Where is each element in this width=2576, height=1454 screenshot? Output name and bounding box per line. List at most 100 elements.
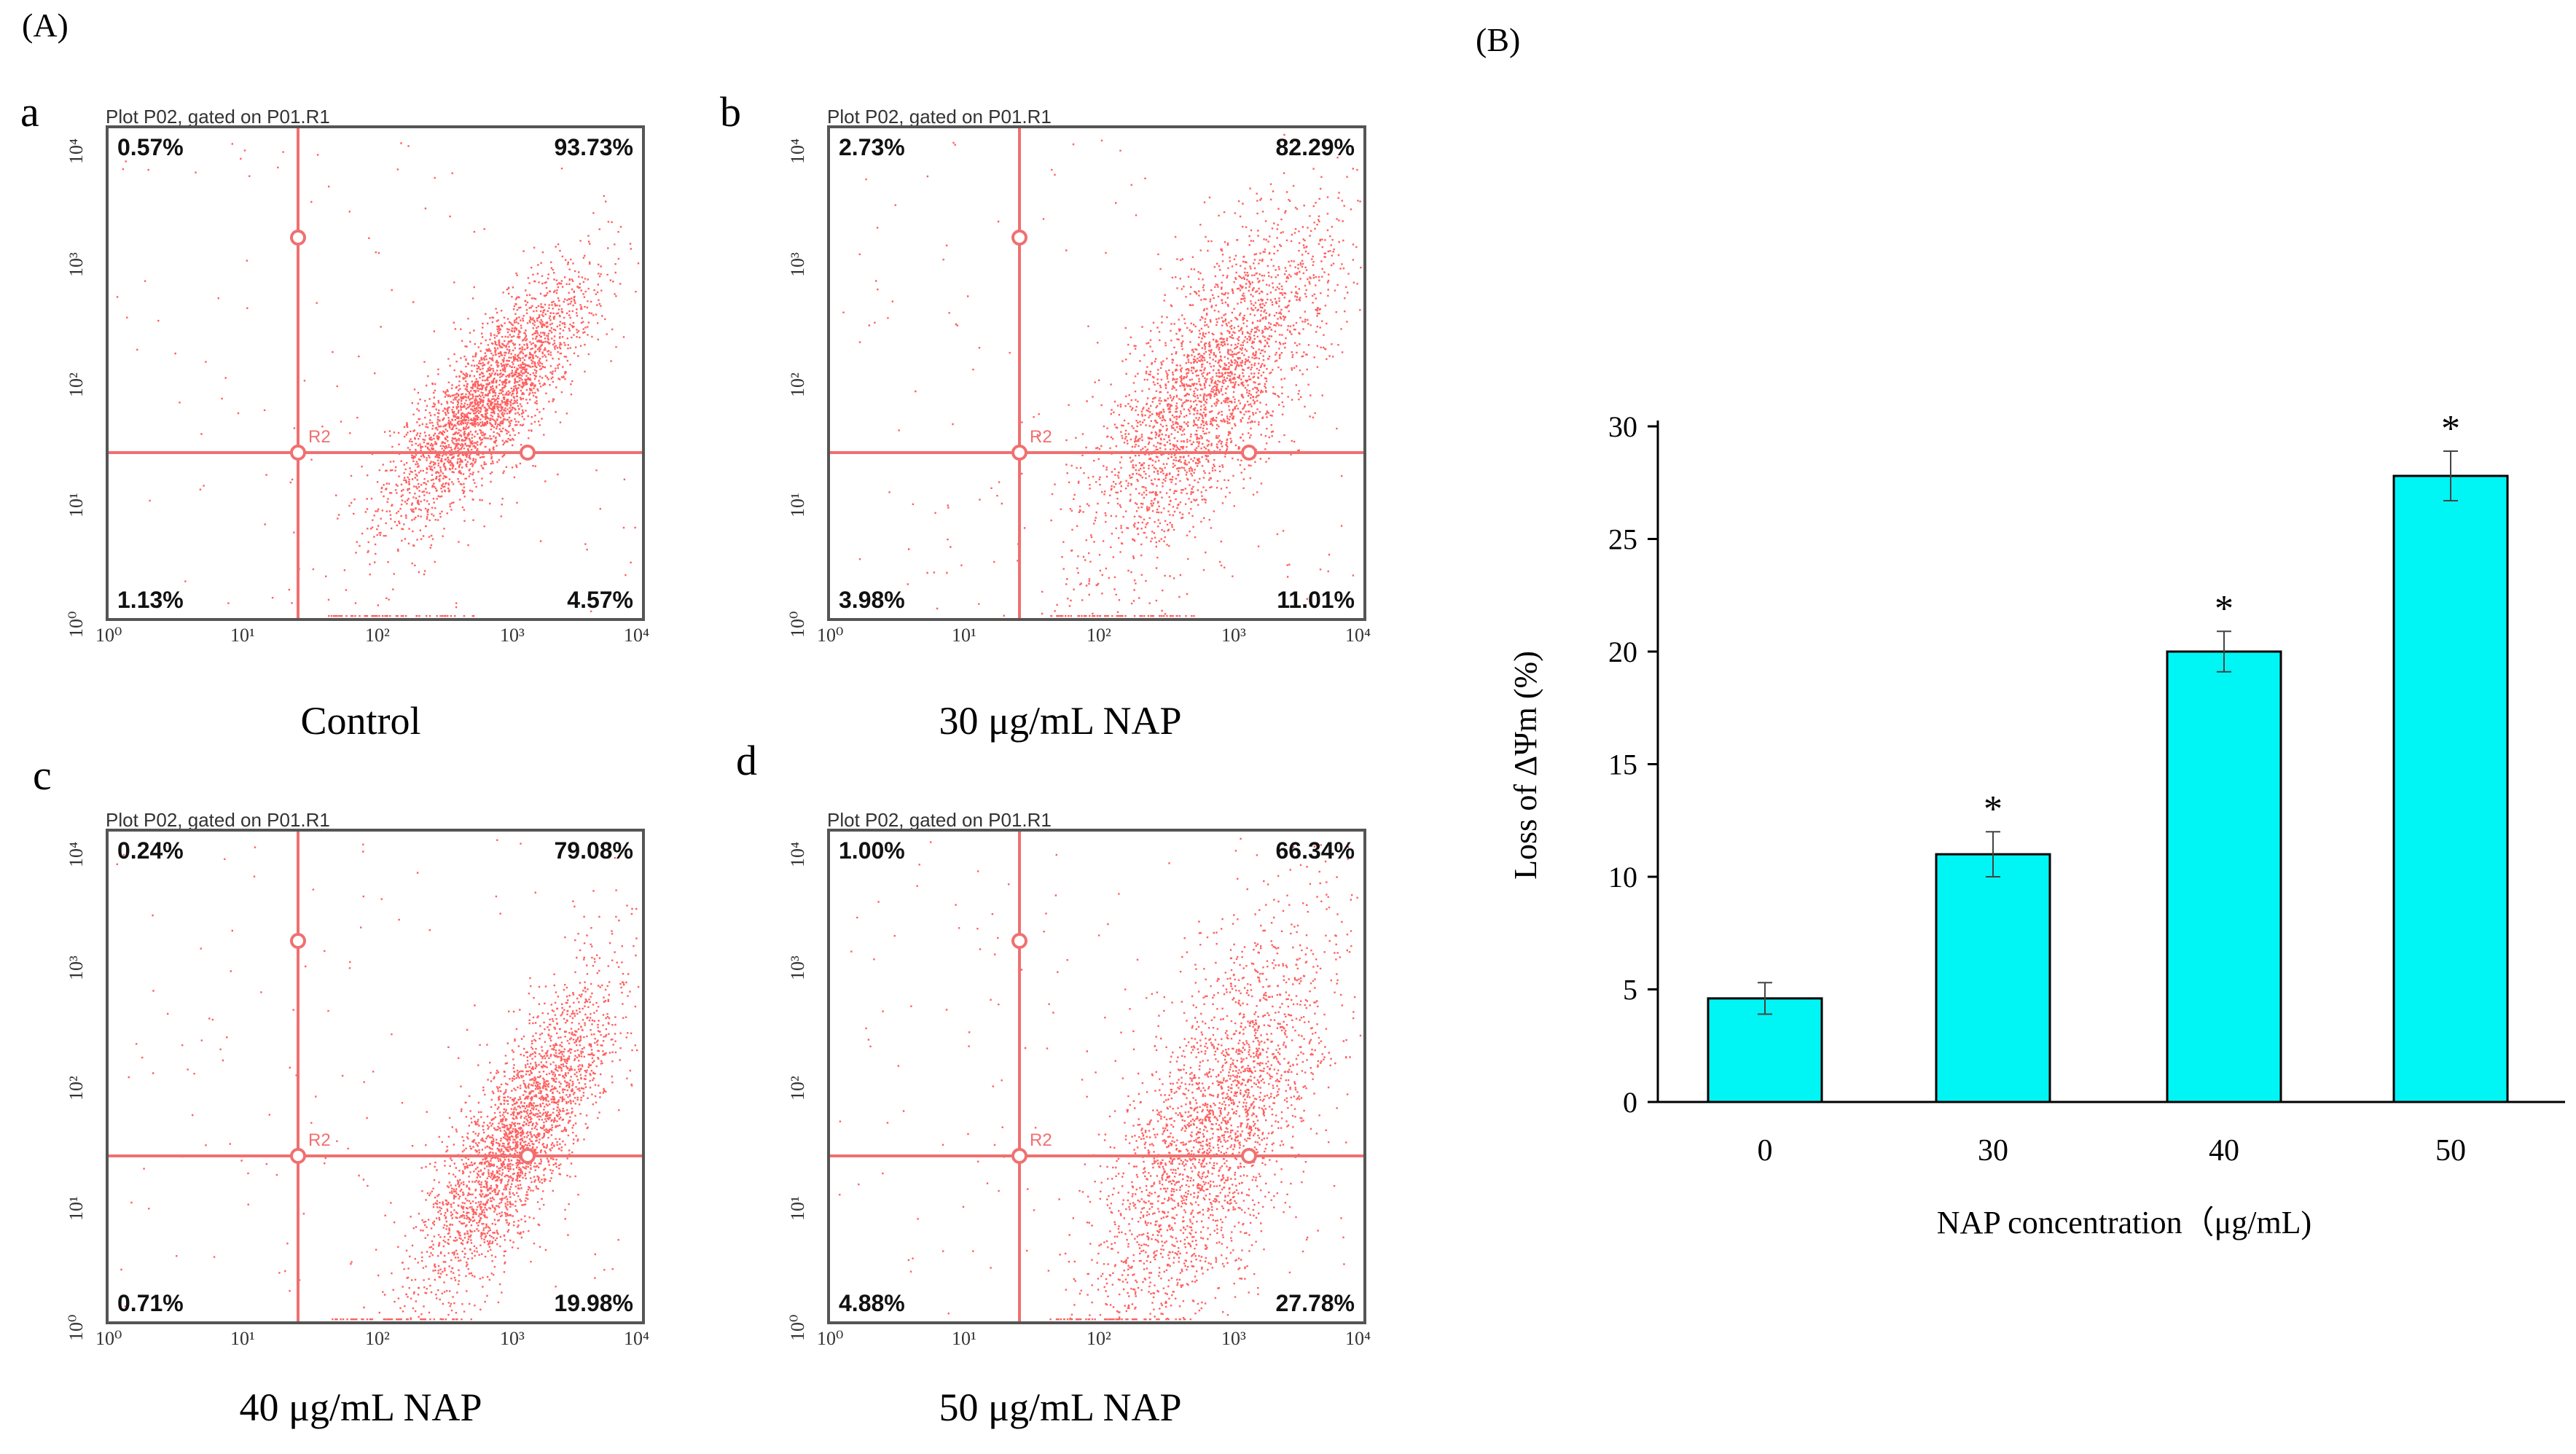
x-tick-label: 10¹ xyxy=(230,625,255,646)
gate-handle[interactable] xyxy=(1011,445,1027,461)
quadrant-ul-percent: 0.24% xyxy=(117,837,184,864)
significance-marker: * xyxy=(1984,789,2003,830)
scatter-dots: R2 xyxy=(109,128,642,618)
x-tick-label: 30 xyxy=(1978,1134,2008,1168)
quadrant-ul-percent: 0.57% xyxy=(117,134,184,160)
scatter-dots: R2 xyxy=(109,832,642,1321)
event-dots xyxy=(116,142,640,617)
gate-label: R2 xyxy=(1030,427,1052,447)
scatter-dots: R2 xyxy=(830,832,1363,1321)
plot-letter-d: d xyxy=(736,737,757,784)
x-tick-label: 10² xyxy=(1087,1328,1111,1349)
panel-a-label: (A) xyxy=(22,7,68,44)
panel-b-label: (B) xyxy=(1476,21,1521,58)
x-tick-label: 10² xyxy=(365,1328,390,1349)
x-tick-label: 10³ xyxy=(1221,625,1246,646)
caption-30: 30 μg/mL NAP xyxy=(939,699,1182,743)
x-tick-label: 10⁰ xyxy=(817,625,844,646)
plot-header: Plot P02, gated on P01.R1 xyxy=(827,106,1052,128)
quadrant-ul-percent: 2.73% xyxy=(839,134,905,160)
y-tick-label: 0 xyxy=(1623,1086,1637,1119)
gate-handle[interactable] xyxy=(520,1148,536,1164)
quadrant-lr-percent: 19.98% xyxy=(554,1290,633,1316)
y-axis-title: Loss of ΔΨm (%) xyxy=(1508,651,1543,880)
x-tick-label: 10³ xyxy=(500,1328,525,1349)
caption-40: 40 μg/mL NAP xyxy=(239,1385,482,1429)
plot-letter-c: c xyxy=(33,751,52,799)
y-tick-label: 30 xyxy=(1608,410,1637,443)
quadrant-ll-percent: 1.13% xyxy=(117,587,184,613)
x-tick-label: 10² xyxy=(1087,625,1111,646)
quadrant-ur-percent: 79.08% xyxy=(554,837,633,864)
event-dots xyxy=(116,839,640,1321)
bar-30 xyxy=(1935,853,2051,1103)
y-tick-label: 20 xyxy=(1608,636,1637,668)
x-tick-label: 10¹ xyxy=(952,625,976,646)
flow-plot-a: Plot P02, gated on P01.R1 R2 0.57% 93.73% 1.… xyxy=(0,106,729,660)
x-tick-label: 0 xyxy=(1758,1134,1773,1168)
quadrant-lr-percent: 4.57% xyxy=(567,587,633,613)
x-tick-label: 10¹ xyxy=(952,1328,976,1349)
plot-area: R2 1.00% 66.34% 4.88% 27.78% xyxy=(827,829,1366,1324)
flow-plot-c: Plot P02, gated on P01.R1 R2 0.24% 79.08% 0.… xyxy=(0,809,729,1363)
plot-header: Plot P02, gated on P01.R1 xyxy=(106,809,330,831)
x-tick-label: 10³ xyxy=(500,625,525,646)
quadrant-ur-percent: 93.73% xyxy=(554,134,633,160)
quadrant-ll-percent: 0.71% xyxy=(117,1290,184,1316)
x-tick-label: 10² xyxy=(365,625,390,646)
gate-handle[interactable] xyxy=(520,445,536,461)
gate-label: R2 xyxy=(1030,1130,1052,1150)
quadrant-ul-percent: 1.00% xyxy=(839,837,905,864)
x-tick-label: 10⁰ xyxy=(95,625,122,646)
y-tick-label: 25 xyxy=(1608,523,1637,556)
x-tick-label: 10⁰ xyxy=(817,1328,844,1349)
y-tick-label: 5 xyxy=(1623,974,1637,1007)
y-tick-label: 10 xyxy=(1608,861,1637,894)
gate-handle[interactable] xyxy=(290,230,306,246)
gate-handle[interactable] xyxy=(1011,230,1027,246)
gate-handle[interactable] xyxy=(290,1148,306,1164)
x-tick-label: 10⁴ xyxy=(1345,1328,1371,1349)
quadrant-lr-percent: 27.78% xyxy=(1275,1290,1355,1316)
x-tick-label: 10⁰ xyxy=(95,1328,122,1349)
bar-40 xyxy=(2166,650,2282,1103)
flow-plot-b: Plot P02, gated on P01.R1 R2 2.73% 82.29% 3.… xyxy=(721,106,1450,660)
plot-header: Plot P02, gated on P01.R1 xyxy=(106,106,330,128)
significance-marker: * xyxy=(2215,588,2234,630)
gate-handle[interactable] xyxy=(290,445,306,461)
x-tick-label: 50 xyxy=(2435,1134,2466,1168)
quadrant-ur-percent: 66.34% xyxy=(1275,837,1355,864)
gate-handle[interactable] xyxy=(1241,1148,1257,1164)
plot-letter-a: a xyxy=(20,88,39,136)
gate-handle[interactable] xyxy=(290,933,306,949)
x-tick-label: 10⁴ xyxy=(624,625,650,646)
plot-header: Plot P02, gated on P01.R1 xyxy=(827,809,1052,831)
gate-handle[interactable] xyxy=(1241,445,1257,461)
x-axis-title: NAP concentration（μg/mL) xyxy=(1937,1205,2311,1240)
quadrant-ll-percent: 4.88% xyxy=(839,1290,905,1316)
gate-label: R2 xyxy=(308,1130,331,1150)
gate-label: R2 xyxy=(308,427,331,447)
quadrant-ur-percent: 82.29% xyxy=(1275,134,1355,160)
event-dots xyxy=(839,837,1362,1321)
plot-area: R2 0.57% 93.73% 1.13% 4.57% xyxy=(106,125,645,621)
quadrant-lr-percent: 11.01% xyxy=(1277,587,1355,613)
x-tick-label: 10⁴ xyxy=(1345,625,1371,646)
plot-area: R2 0.24% 79.08% 0.71% 19.98% xyxy=(106,829,645,1324)
x-tick-label: 40 xyxy=(2209,1134,2239,1168)
quadrant-ll-percent: 3.98% xyxy=(839,587,905,613)
scatter-dots: R2 xyxy=(830,128,1363,618)
x-tick-label: 10¹ xyxy=(230,1328,255,1349)
flow-plot-d: Plot P02, gated on P01.R1 R2 1.00% 66.34% 4.… xyxy=(721,809,1450,1363)
caption-50: 50 μg/mL NAP xyxy=(939,1385,1182,1429)
y-tick-label: 15 xyxy=(1608,749,1637,781)
plot-letter-b: b xyxy=(720,88,741,136)
caption-control: Control xyxy=(300,699,421,743)
x-tick-label: 10³ xyxy=(1221,1328,1246,1349)
significance-marker: * xyxy=(2441,408,2460,450)
gate-handle[interactable] xyxy=(1011,1148,1027,1164)
gate-handle[interactable] xyxy=(1011,933,1027,949)
bar-50 xyxy=(2392,474,2509,1103)
